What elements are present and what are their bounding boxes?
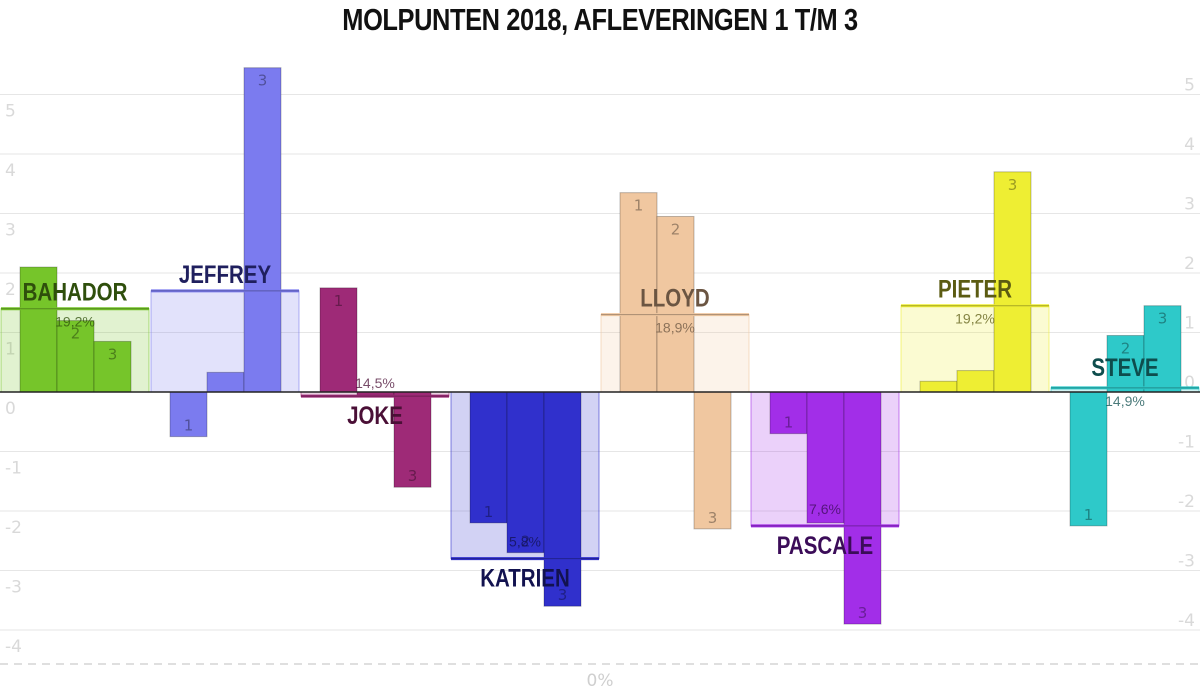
candidate-name: JEFFREY (179, 260, 271, 288)
candidate-percent: 14,9% (1105, 393, 1145, 409)
candidate-name: PIETER (938, 275, 1012, 303)
right-tick-label: 5 (1184, 76, 1195, 96)
left-tick-label: 4 (5, 161, 16, 181)
left-tick-label: -3 (5, 578, 22, 598)
candidate-name: STEVE (1091, 353, 1158, 381)
episode-bar (956, 370, 995, 393)
right-tick-label: -4 (1178, 611, 1195, 631)
right-tick-label: -2 (1178, 492, 1195, 512)
episode-bar-label: 3 (708, 509, 718, 527)
candidate-percent: 18,9% (655, 320, 695, 336)
candidate-percent: 5,8% (509, 534, 541, 550)
episode-bar (169, 391, 208, 438)
candidate-percent: 7,6% (809, 501, 841, 517)
baseline-label: 0% (587, 671, 614, 691)
episode-bar (206, 371, 245, 393)
episode-bar-label: 3 (1008, 176, 1018, 194)
left-tick-label: 5 (5, 102, 16, 122)
right-tick-label: 1 (1184, 314, 1195, 334)
left-tick-label: 3 (5, 221, 16, 241)
episode-bar-label: 2 (671, 220, 681, 238)
right-tick-label: 3 (1184, 195, 1195, 215)
candidate-percent: 14,5% (355, 375, 395, 391)
episode-bar-label: 1 (334, 292, 344, 310)
candidate-percent: 19,2% (955, 311, 995, 327)
episode-bar-label: 3 (108, 345, 118, 363)
left-tick-label: -1 (5, 459, 22, 479)
left-tick-label: 2 (5, 280, 16, 300)
episode-bar (19, 266, 58, 393)
left-tick-label: 0 (5, 399, 16, 419)
episode-bar-label: 1 (1084, 506, 1094, 524)
chart-title: MOLPUNTEN 2018, AFLEVERINGEN 1 T/M 3 (342, 2, 858, 37)
right-tick-label: 2 (1184, 254, 1195, 274)
episode-bar (243, 67, 282, 393)
candidate-name: BAHADOR (23, 278, 128, 306)
candidate-name: LLOYD (640, 284, 709, 312)
episode-bar-label: 1 (634, 197, 644, 215)
episode-bar (843, 391, 882, 625)
episode-bar (693, 391, 732, 530)
episode-bar (393, 391, 432, 488)
episode-bar-label: 3 (408, 467, 418, 485)
left-tick-label: 1 (5, 340, 16, 360)
candidate-percent: 19,2% (55, 314, 95, 330)
episode-bar-label: 3 (858, 604, 868, 622)
episode-bar (656, 215, 695, 393)
episode-bar-label: 1 (484, 503, 494, 521)
episode-bar (319, 287, 358, 393)
episode-bar-label: 2 (1121, 339, 1131, 357)
candidate-name: JOKE (347, 401, 403, 429)
left-tick-label: -4 (5, 637, 22, 657)
right-tick-label: -3 (1178, 552, 1195, 572)
episode-bar-label: 3 (558, 586, 568, 604)
episode-bar (506, 391, 545, 554)
episode-bar (619, 192, 658, 393)
left-tick-label: -2 (5, 518, 22, 538)
right-tick-label: 4 (1184, 135, 1195, 155)
right-tick-label: -1 (1178, 433, 1195, 453)
candidate-name: KATRIEN (480, 564, 570, 592)
episode-bar-label: 3 (258, 72, 268, 90)
episode-bar-label: 2 (521, 533, 531, 551)
episode-bar-label: 3 (1158, 310, 1168, 328)
episode-bar (1106, 334, 1145, 393)
episode-bar (769, 391, 808, 435)
episode-bar-label: 1 (184, 417, 194, 435)
right-tick-label: 0 (1184, 373, 1195, 393)
episode-bar (919, 380, 958, 393)
episode-bar-label: 2 (71, 325, 81, 343)
candidate-name: PASCALE (777, 531, 873, 559)
episode-bar (543, 391, 582, 607)
episode-bar (993, 171, 1032, 393)
episode-bar-label: 1 (784, 414, 794, 432)
